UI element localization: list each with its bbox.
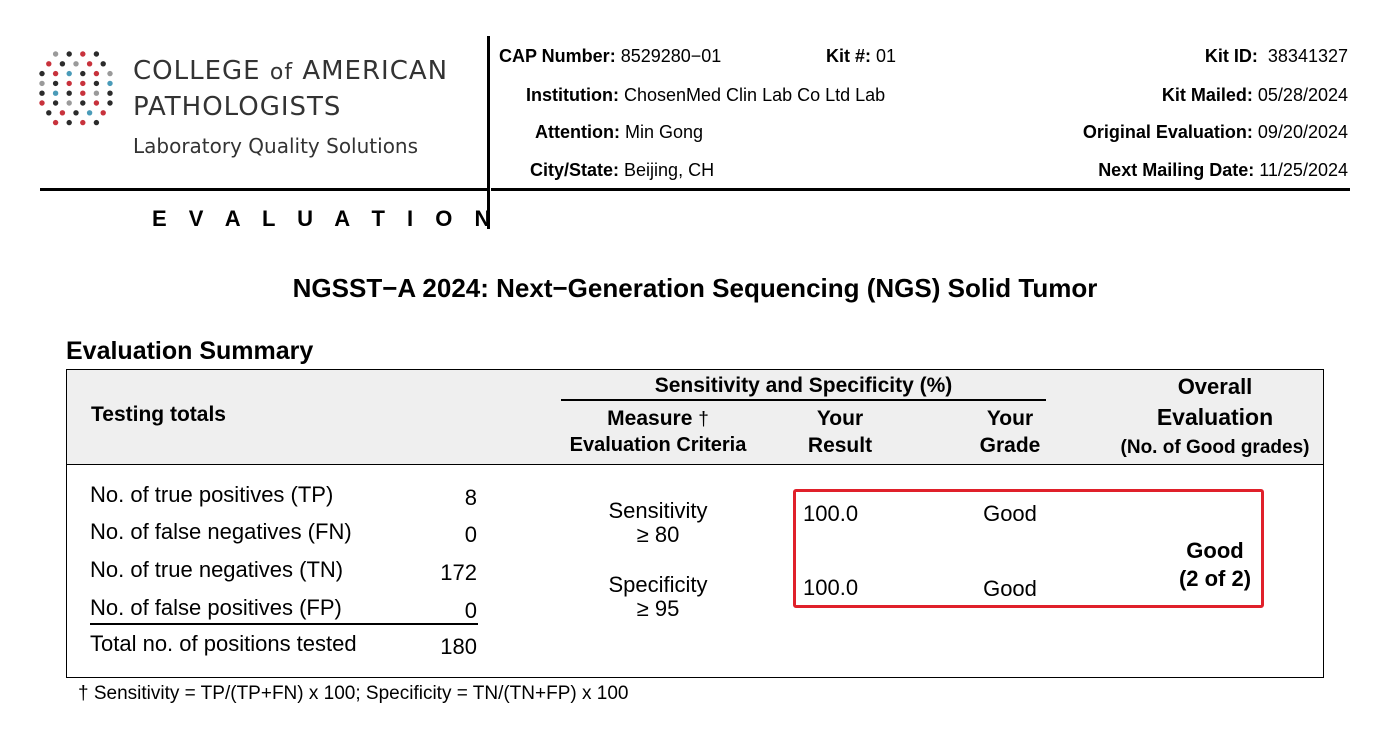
kit-mailed: Kit Mailed: 05/28/2024 — [1161, 85, 1348, 105]
col-header-overall-1: Overall — [1177, 374, 1253, 399]
header-divider-vertical — [487, 36, 490, 229]
kit-number: Kit #: 01 — [826, 46, 897, 66]
logo-text-line1: COLLEGE of AMERICAN — [133, 56, 449, 86]
kit-id: Kit ID: 38341327 — [1204, 46, 1348, 66]
summary-heading: Evaluation Summary — [66, 337, 314, 365]
fp-row-underline — [90, 623, 478, 625]
row-value-total: 180 — [440, 634, 477, 659]
document-title: NGSST−A 2024: Next−Generation Sequencing… — [292, 273, 1098, 303]
row-value-tn: 172 — [440, 560, 477, 585]
col-header-sens-spec: Sensitivity and Specificity (%) — [654, 374, 953, 397]
sensitivity-grade: Good — [983, 501, 1037, 526]
evaluation-table — [66, 369, 1324, 678]
col-header-your-result-1: Your — [816, 407, 864, 430]
measure-specificity-name: Specificity — [608, 572, 708, 597]
col-header-overall-2: Evaluation — [1156, 404, 1274, 430]
measure-sensitivity-name: Sensitivity — [608, 498, 708, 523]
row-label-total: Total no. of positions tested — [90, 631, 357, 656]
measure-specificity-criteria: ≥ 95 — [636, 596, 680, 621]
institution: Institution: ChosenMed Clin Lab Co Ltd L… — [526, 85, 886, 105]
col-header-testing-totals: Testing totals — [91, 403, 226, 426]
col-header-measure: Measure † — [607, 407, 709, 430]
specificity-result: 100.0 — [803, 575, 859, 600]
section-label: E V A L U A T I O N — [152, 206, 499, 231]
next-mailing-date: Next Mailing Date: 11/25/2024 — [1098, 160, 1348, 180]
col-header-your-grade-2: Grade — [979, 434, 1041, 457]
highlight-box — [793, 489, 1264, 608]
specificity-grade: Good — [983, 576, 1037, 601]
measure-sensitivity-criteria: ≥ 80 — [636, 522, 680, 547]
header-divider-left — [40, 188, 490, 191]
row-label-tn: No. of true negatives (TN) — [90, 557, 344, 582]
row-value-fn: 0 — [464, 522, 477, 547]
row-value-tp: 8 — [464, 485, 477, 510]
row-value-fp: 0 — [464, 598, 477, 623]
sensitivity-result: 100.0 — [803, 501, 859, 526]
col-header-your-result-2: Result — [807, 434, 873, 457]
overall-grade: Good — [1186, 538, 1244, 563]
col-header-no-good: (No. of Good grades) — [1120, 437, 1310, 458]
logo-text-line2: PATHOLOGISTS — [133, 92, 342, 122]
table-header-background — [67, 370, 1323, 465]
sens-spec-underline — [561, 399, 1046, 401]
city-state: City/State: Beijing, CH — [530, 160, 715, 180]
row-label-tp: No. of true positives (TP) — [90, 482, 334, 507]
cap-number: CAP Number: 8529280−01 — [499, 46, 722, 66]
header-divider-right — [491, 188, 1350, 191]
cap-logo-icon — [39, 51, 113, 126]
original-evaluation: Original Evaluation: 09/20/2024 — [1082, 122, 1348, 142]
row-label-fp: No. of false positives (FP) — [90, 595, 342, 620]
col-header-eval-criteria: Evaluation Criteria — [569, 434, 747, 456]
overall-count: (2 of 2) — [1178, 566, 1252, 591]
attention: Attention: Min Gong — [535, 122, 704, 142]
col-header-your-grade-1: Your — [986, 407, 1034, 430]
logo-tagline: Laboratory Quality Solutions — [133, 134, 419, 158]
row-label-fn: No. of false negatives (FN) — [90, 519, 352, 544]
footnote: † Sensitivity = TP/(TP+FN) x 100; Specif… — [78, 683, 629, 704]
